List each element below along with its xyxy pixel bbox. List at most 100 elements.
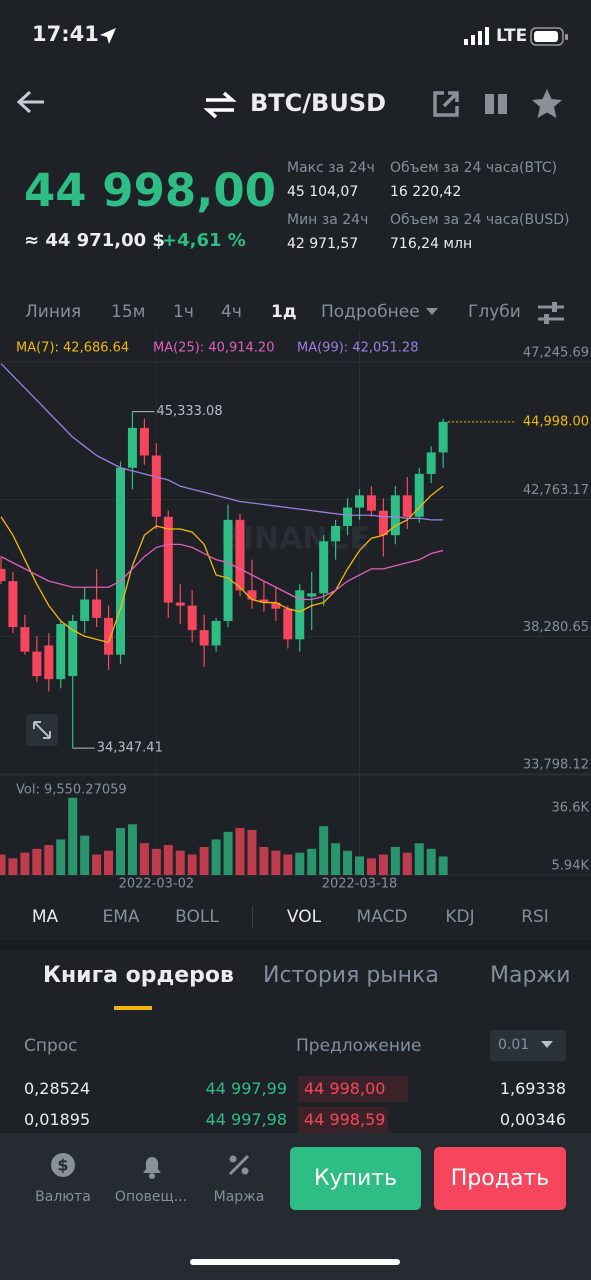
book-tab[interactable]: История рынка — [263, 963, 439, 988]
volume-bar — [0, 854, 6, 875]
volume-bar — [175, 850, 185, 875]
interval-tab[interactable]: Глуби — [468, 302, 521, 322]
volume-bar — [139, 843, 149, 875]
status-time: 17:41 — [32, 22, 99, 46]
book-tab[interactable]: Маржи — [490, 963, 571, 988]
volume-label: Vol: 9,550.27059 — [16, 783, 127, 798]
ma-line — [0, 543, 444, 601]
bid-price: 44 997,98 — [205, 1110, 287, 1129]
volume-bar — [426, 848, 436, 875]
candle-body — [8, 581, 18, 628]
indicator-tab[interactable]: MA — [31, 907, 59, 927]
volume-bar — [283, 854, 293, 875]
volume-bar — [187, 854, 197, 875]
nav-label[interactable]: Маржа — [213, 1189, 265, 1205]
ask-header: Предложение — [296, 1036, 422, 1056]
fullscreen-button[interactable] — [26, 714, 58, 746]
volume-bar — [235, 828, 245, 875]
ask-price: 44 998,59 — [304, 1110, 386, 1129]
indicator-tab[interactable]: EMA — [102, 907, 140, 927]
volume-bar — [151, 848, 161, 875]
ask-depth — [298, 1107, 388, 1133]
step-select[interactable]: 0.01 — [490, 1030, 566, 1061]
volume-bar — [438, 856, 448, 875]
stat-label: Объем за 24 часа(BUSD) — [390, 212, 570, 228]
ask-qty: 0,00346 — [499, 1110, 566, 1129]
y-tick-label: 42,763.17 — [523, 483, 589, 498]
indicator-tab[interactable]: VOL — [286, 907, 322, 927]
bid-qty: 0,28524 — [24, 1079, 91, 1098]
nav-icon[interactable]: $ — [50, 1152, 78, 1180]
volume-bar — [80, 835, 90, 875]
x-tick-label: 2022-03-18 — [322, 877, 398, 892]
indicator-tab[interactable]: KDJ — [445, 907, 475, 927]
fiat-price: ≈ 44 971,00 $ — [24, 230, 165, 251]
candle-body — [378, 510, 388, 536]
volume-bar — [223, 831, 233, 875]
volume-bar — [259, 846, 269, 875]
candle-body — [438, 421, 448, 453]
candle-body — [151, 455, 161, 517]
pair-title[interactable]: BTC/BUSD — [250, 89, 387, 117]
volume-bar — [378, 854, 388, 875]
volume-bar — [247, 829, 257, 875]
candle-body — [127, 427, 137, 468]
indicator-tab[interactable]: BOLL — [175, 907, 219, 927]
legend-entry: MA(7): 42,686.64 — [16, 341, 129, 356]
y-tick-label: 47,245.69 — [523, 346, 589, 361]
home-indicator — [190, 1259, 400, 1265]
bid-qty: 0,01895 — [24, 1110, 91, 1129]
candle-body — [32, 651, 42, 677]
volume-bar — [20, 852, 30, 875]
chart: BINANCE 47,245.69 42,763.17 38,280.65 33,798… — [0, 330, 591, 892]
status-network: LTE — [496, 26, 528, 46]
nav-label[interactable]: Оповещ... — [114, 1189, 188, 1205]
nav-icon[interactable] — [226, 1152, 254, 1180]
volume-bar — [319, 826, 329, 875]
volume-bar — [44, 845, 54, 875]
watermark: BINANCE — [220, 522, 370, 557]
volume-bar — [414, 843, 424, 875]
interval-tab[interactable]: 1д — [271, 302, 297, 322]
candle-body — [163, 516, 173, 603]
last-price: 44 998,00 — [24, 164, 276, 217]
interval-tab[interactable]: 4ч — [221, 302, 242, 322]
volume-bar — [199, 846, 209, 875]
candle-body — [139, 427, 149, 456]
volume-bar — [390, 846, 400, 875]
favorite-icon[interactable] — [530, 87, 564, 121]
volume-bar — [104, 850, 114, 875]
volume-tick-label: 5.94K — [552, 859, 590, 874]
nav-icon[interactable] — [138, 1152, 166, 1180]
sell-button[interactable]: Продать — [434, 1147, 566, 1210]
back-button[interactable] — [14, 88, 50, 118]
volume-bar — [68, 797, 78, 875]
chart-settings[interactable] — [536, 299, 566, 327]
candle-body — [68, 620, 78, 677]
bid-header: Спрос — [24, 1036, 78, 1056]
interval-tab[interactable]: Подробнее — [321, 302, 420, 322]
candle-body — [402, 495, 412, 517]
nav-label[interactable]: Валюта — [35, 1189, 91, 1205]
candle-body — [414, 473, 424, 517]
candle-body — [116, 467, 125, 655]
buy-button[interactable]: Купить — [290, 1147, 421, 1210]
sell-label: Продать — [450, 1166, 550, 1191]
x-tick-label: 2022-03-02 — [119, 877, 195, 892]
indicator-tab[interactable]: MACD — [356, 907, 408, 927]
tab-underline — [114, 1006, 152, 1010]
swap-icon[interactable] — [202, 90, 238, 120]
y-tick-label: 38,280.65 — [523, 620, 589, 635]
interval-tab[interactable]: 15м — [111, 302, 146, 322]
candle-body — [295, 590, 305, 640]
volume-bar — [116, 828, 125, 875]
share-icon[interactable] — [430, 88, 464, 120]
volume-bar — [295, 852, 305, 875]
interval-tab[interactable]: Линия — [25, 302, 82, 322]
compare-icon[interactable] — [481, 88, 511, 120]
book-tab[interactable]: Книга ордеров — [43, 963, 234, 988]
volume-bar — [163, 845, 173, 875]
interval-tab[interactable]: 1ч — [173, 302, 194, 322]
bid-price: 44 997,99 — [205, 1079, 287, 1098]
indicator-tab[interactable]: RSI — [521, 907, 549, 927]
